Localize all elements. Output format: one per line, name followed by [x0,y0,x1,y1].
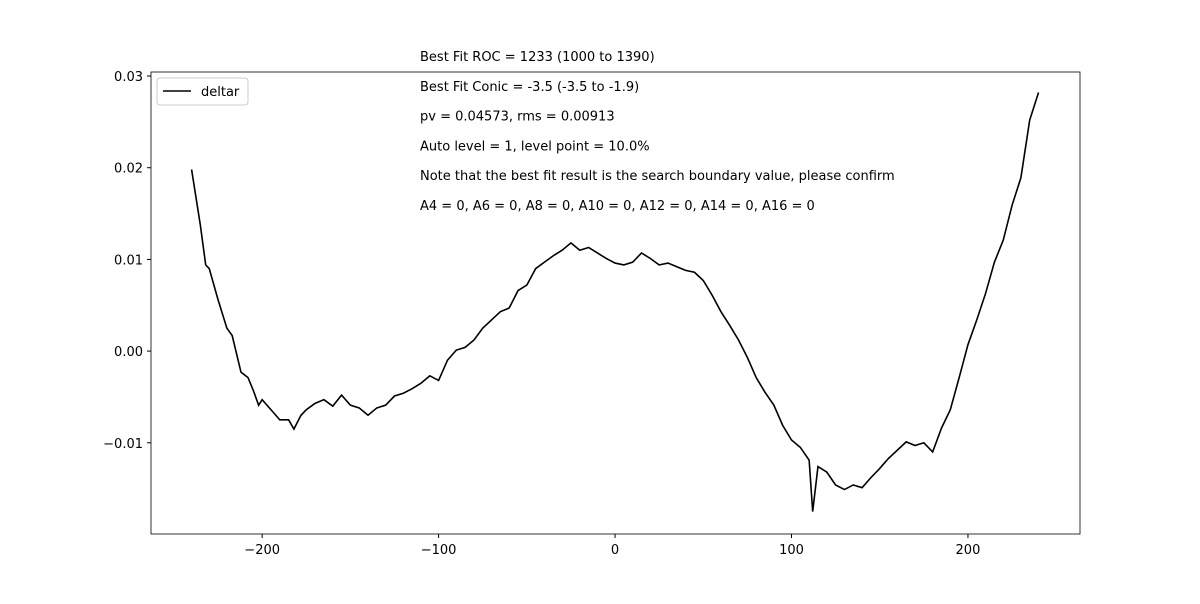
annotation: pv = 0.04573, rms = 0.00913 [420,110,615,125]
legend-label: deltar [201,85,240,100]
x-tick-label: 0 [611,543,619,558]
x-tick-label: 200 [956,543,981,558]
annotation: Best Fit ROC = 1233 (1000 to 1390) [420,50,655,65]
plot-frame [150,71,1081,535]
annotation: Best Fit Conic = -3.5 (-3.5 to -1.9) [420,80,639,95]
y-tick-label: 0.00 [114,345,143,360]
legend-box [156,77,249,106]
y-tick-label: 0.03 [114,70,143,85]
annotation: A4 = 0, A6 = 0, A8 = 0, A10 = 0, A12 = 0… [420,199,815,214]
x-tick-label: −200 [244,543,280,558]
annotation: Auto level = 1, level point = 10.0% [420,139,650,154]
x-tick-label: 100 [779,543,804,558]
annotation: Note that the best fit result is the sea… [420,169,895,184]
y-tick-label: 0.01 [114,253,143,268]
x-tick-label: −100 [421,543,457,558]
data-line [190,92,1040,512]
y-tick-label: 0.02 [114,162,143,177]
y-tick-label: −0.01 [103,437,143,452]
